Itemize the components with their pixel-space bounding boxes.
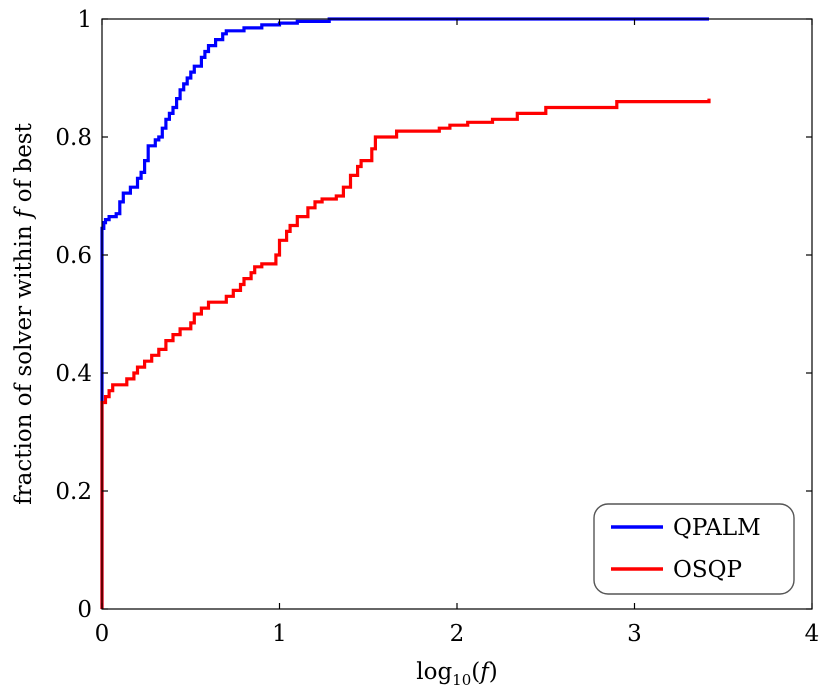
x-axis-label-subscript: 10 (452, 671, 471, 689)
x-axis-label: log10(f) (416, 659, 498, 689)
y-tick-label: 0.8 (55, 125, 92, 151)
y-axis-label-variable: f (11, 206, 37, 220)
y-tick-label: 1 (77, 7, 92, 33)
x-tick-label: 2 (450, 621, 465, 647)
y-axis-label: fraction of solver within f of best (11, 122, 37, 504)
y-axis-label-pre: fraction of solver within (11, 218, 37, 505)
legend: QPALM OSQP (593, 503, 795, 595)
x-axis-label-close: ) (489, 659, 498, 685)
y-axis-label-post: of best (11, 122, 37, 209)
series-line-osqp (100, 98, 711, 609)
x-axis-label-arg: ( (471, 659, 480, 685)
x-tick-label: 0 (95, 621, 110, 647)
legend-label-qpalm: QPALM (673, 515, 761, 541)
y-tick-label: 0.6 (55, 243, 92, 269)
x-tick-label: 3 (627, 621, 642, 647)
axis-ticks: 0 1 2 3 4 0 0.2 0.4 0.6 0.8 1 (55, 7, 819, 647)
legend-label-osqp: OSQP (673, 557, 742, 583)
series-line-qpalm (100, 17, 709, 609)
y-tick-label: 0.2 (55, 479, 92, 505)
x-axis-label-variable: f (478, 659, 492, 685)
series-lines (100, 17, 711, 609)
y-tick-label: 0.4 (55, 361, 92, 387)
x-tick-label: 4 (805, 621, 820, 647)
y-tick-label: 0 (77, 597, 92, 623)
x-tick-label: 1 (272, 621, 287, 647)
x-axis-label-log: log (416, 659, 452, 685)
